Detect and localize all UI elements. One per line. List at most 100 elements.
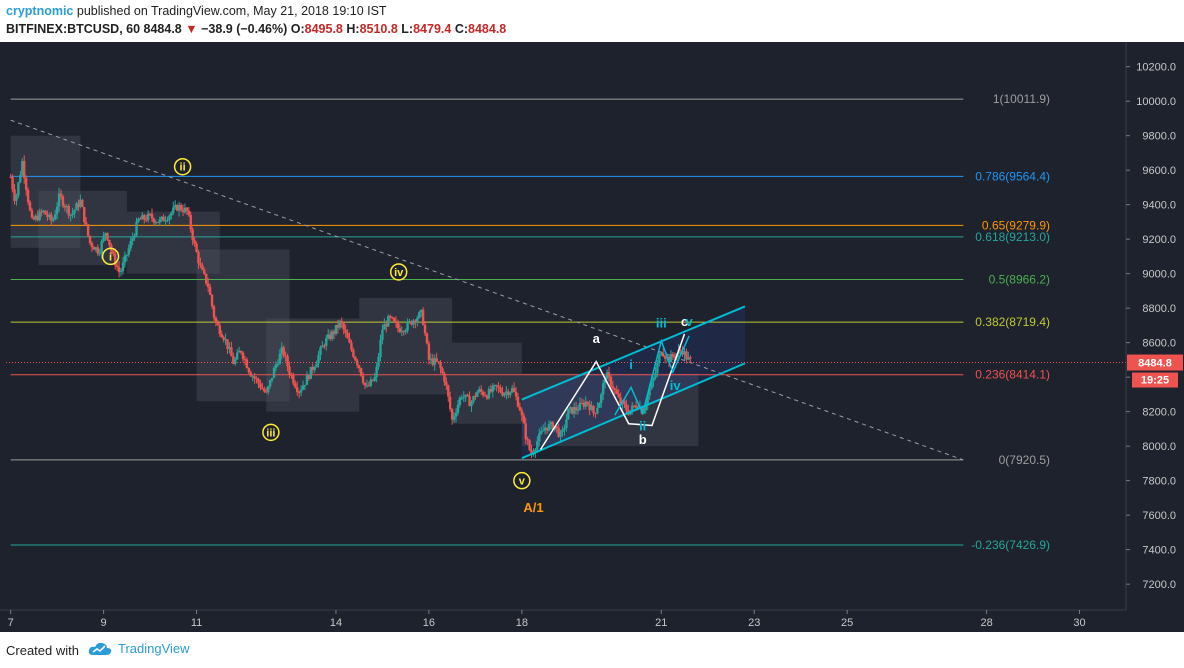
- candle-body: [669, 354, 673, 363]
- candle-body: [334, 324, 338, 334]
- fib-label: 0(7920.5): [999, 453, 1050, 467]
- candle-body: [81, 199, 84, 208]
- candle-body: [447, 385, 450, 397]
- cloud-band: [452, 342, 522, 424]
- candle-body: [586, 401, 589, 404]
- candle-body: [545, 427, 549, 431]
- candle-body: [9, 177, 12, 179]
- candle-body: [540, 431, 543, 434]
- candle-body: [274, 364, 278, 369]
- candle-body: [197, 252, 200, 264]
- x-tick-label: 18: [516, 617, 528, 629]
- candle-body: [609, 376, 613, 387]
- wave-label: ii: [639, 418, 646, 433]
- candle-body: [133, 235, 136, 238]
- candle-body: [450, 409, 454, 420]
- candle-body: [514, 391, 518, 397]
- candle-body: [605, 372, 609, 380]
- candle-body: [321, 345, 324, 348]
- last-price-tag: [1127, 354, 1183, 371]
- candle-body: [472, 396, 475, 402]
- candle-body: [115, 265, 119, 267]
- price-chart[interactable]: 1(10011.9) 0.786(9564.4) 0.65(9279.9)0.618…: [0, 42, 1184, 632]
- candle-body: [449, 396, 452, 410]
- candle-body: [485, 395, 489, 399]
- candle-body: [144, 219, 148, 221]
- candle-body: [479, 389, 483, 392]
- candle-body: [172, 207, 175, 213]
- tradingview-brand[interactable]: TradingView: [118, 641, 190, 656]
- y-tick-label: 9400.0: [1142, 200, 1176, 212]
- candle-body: [520, 410, 524, 416]
- candle-body: [65, 206, 69, 208]
- candle-body: [261, 387, 264, 389]
- candle-body: [237, 351, 241, 353]
- x-tick-label: 28: [980, 617, 992, 629]
- candle-body: [168, 215, 171, 220]
- x-tick-label: 9: [101, 617, 107, 629]
- candle-body: [592, 405, 595, 414]
- candle-body: [460, 397, 464, 399]
- candle-body: [634, 405, 638, 408]
- candle-body: [94, 247, 98, 250]
- candle-body: [615, 389, 618, 394]
- candle-body: [222, 337, 225, 340]
- wave-label: a: [593, 331, 601, 346]
- tradingview-link[interactable]: TradingView: [88, 641, 190, 656]
- candle-body: [59, 193, 63, 197]
- author-link[interactable]: cryptnomic: [6, 4, 74, 18]
- candle-body: [327, 334, 330, 339]
- candle-body: [55, 206, 59, 215]
- candle-body: [286, 356, 289, 367]
- candle-body: [371, 379, 374, 381]
- wave-label: ii: [180, 162, 186, 174]
- candle-body: [336, 324, 340, 328]
- candle-body: [241, 352, 245, 359]
- candle-body: [201, 265, 204, 270]
- candle-body: [251, 376, 254, 378]
- candle-body: [69, 214, 72, 216]
- candle-body: [203, 269, 206, 274]
- candle-body: [557, 427, 560, 437]
- candle-body: [468, 396, 471, 407]
- candle-body: [160, 216, 163, 220]
- candle-body: [127, 248, 130, 255]
- candle-body: [365, 385, 369, 387]
- candle-body: [483, 395, 487, 397]
- candle-body: [679, 349, 682, 351]
- chart-area[interactable]: 1(10011.9) 0.786(9564.4) 0.65(9279.9) 0.618…: [0, 42, 1184, 632]
- candle-body: [276, 364, 280, 366]
- candle-body: [48, 214, 51, 218]
- candle-body: [357, 365, 361, 369]
- candle-body: [505, 391, 508, 394]
- candle-body: [185, 207, 189, 211]
- candle-body: [137, 218, 140, 222]
- candle-body: [117, 266, 121, 273]
- candle-body: [398, 328, 402, 333]
- candle-body: [121, 262, 125, 272]
- candle-body: [565, 419, 568, 429]
- price-axis-panel: [1126, 42, 1184, 632]
- candle-body: [551, 422, 555, 430]
- x-tick-label: 11: [191, 617, 202, 629]
- candle-body: [524, 423, 527, 440]
- y-tick-label: 7800.0: [1142, 476, 1176, 488]
- candle-body: [466, 394, 469, 397]
- open-label: O:: [290, 22, 305, 36]
- candle-body: [503, 393, 506, 396]
- candle-body: [193, 240, 196, 244]
- candle-body: [594, 413, 597, 415]
- symbol-name[interactable]: BITFINEX:BTCUSD, 60: [6, 22, 141, 36]
- candle-body: [516, 396, 520, 407]
- candle-body: [607, 372, 611, 377]
- impulse-wave-path: [614, 335, 690, 416]
- candle-body: [317, 355, 320, 364]
- candle-body: [400, 331, 403, 333]
- candle-body: [218, 325, 221, 335]
- candle-body: [352, 349, 355, 357]
- candle-body: [673, 356, 677, 358]
- wave-label: v: [686, 314, 694, 329]
- fib-label: 0.382(8719.4): [975, 315, 1050, 329]
- candle-body: [23, 161, 26, 179]
- candle-body: [46, 214, 49, 218]
